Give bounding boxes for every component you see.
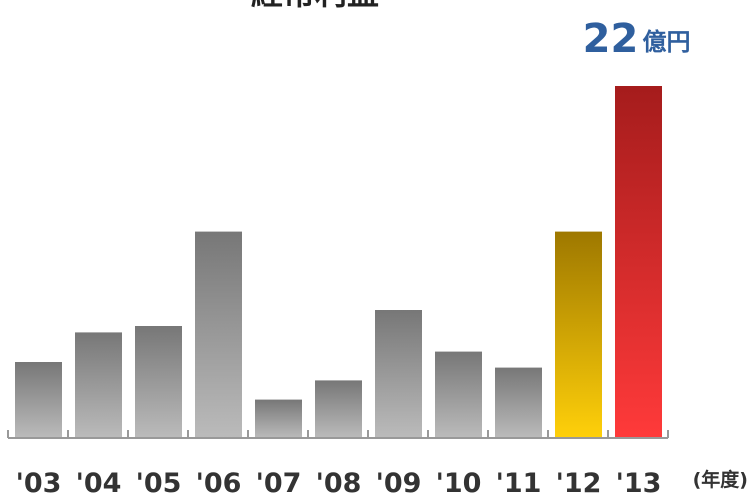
x-tick-label: '08	[316, 468, 362, 497]
bar	[495, 367, 542, 438]
bar	[435, 351, 482, 438]
chart-title: 経常利益	[251, 0, 379, 12]
value-unit: 億円	[643, 28, 691, 56]
x-tick-label: '04	[76, 468, 122, 497]
bar	[375, 310, 422, 438]
bar	[75, 332, 122, 438]
bar	[615, 86, 662, 438]
bar	[195, 231, 242, 438]
x-tick-label: '09	[376, 468, 422, 497]
x-tick-label: '13	[616, 468, 662, 497]
bar	[15, 362, 62, 438]
x-axis-label: (年度)	[693, 468, 748, 491]
bar	[135, 326, 182, 438]
bar	[555, 231, 602, 438]
bar	[255, 399, 302, 438]
x-tick-label: '07	[256, 468, 302, 497]
x-tick-label: '03	[16, 468, 62, 497]
value-label: 22	[583, 16, 639, 62]
x-tick-label: '12	[556, 468, 602, 497]
x-tick-label: '10	[436, 468, 482, 497]
bar	[315, 380, 362, 438]
x-tick-label: '05	[136, 468, 182, 497]
x-tick-label: '11	[496, 468, 542, 497]
x-tick-label: '06	[196, 468, 242, 497]
